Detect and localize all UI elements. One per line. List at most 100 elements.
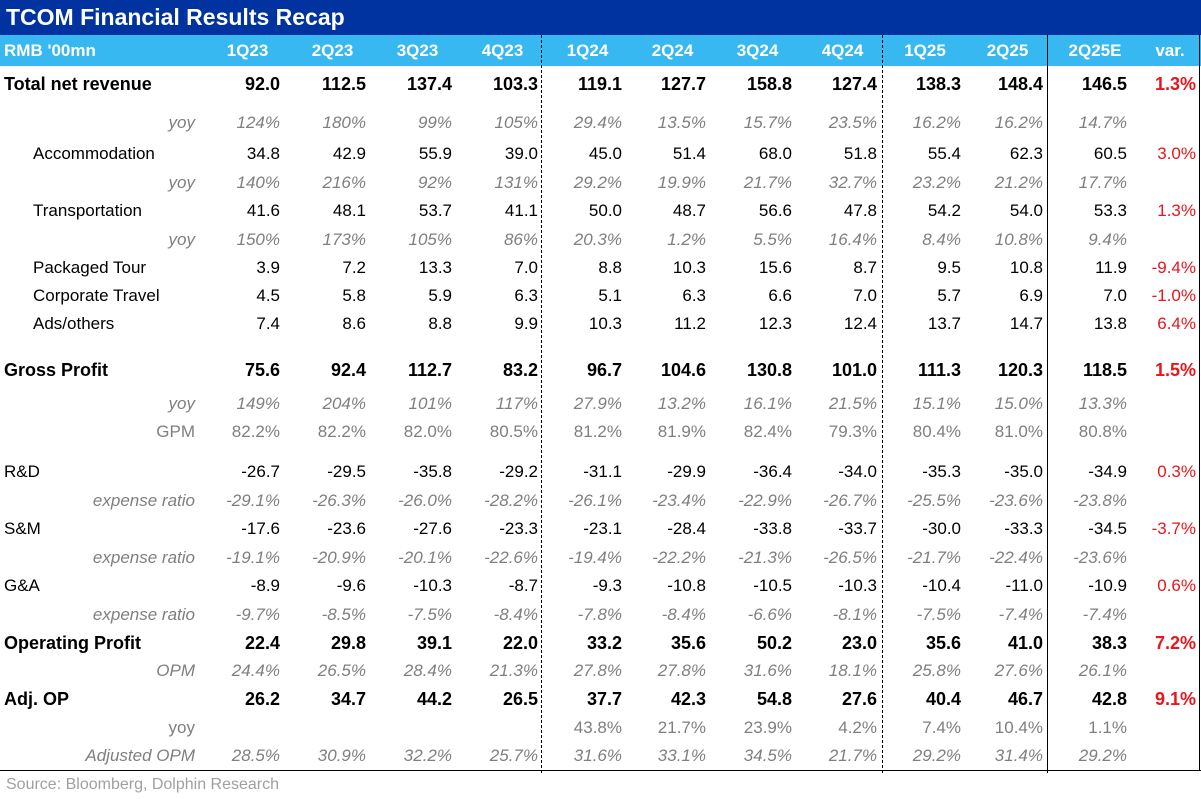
table-cell: 27.6 (841, 689, 877, 709)
table-cell: -23.8% (1073, 491, 1127, 510)
table-cell: 216% (322, 173, 366, 192)
table-bottom-border (0, 770, 1201, 771)
table-cell: 138.3 (915, 74, 961, 94)
table-cell: 6.3 (682, 286, 706, 305)
table-cell: -26.1% (568, 491, 622, 510)
table-cell: -20.1% (398, 548, 452, 567)
table-cell: -33.8 (753, 519, 792, 538)
row-label: Packaged Tour (33, 258, 147, 277)
table-cell: -10.5 (753, 576, 792, 595)
col-header-2q23: 2Q23 (311, 41, 354, 60)
table-cell: 1.1% (1088, 718, 1127, 737)
table-cell: -23.3 (499, 519, 538, 538)
table-cell: -7.4% (998, 605, 1043, 624)
table-cell: 8.7 (853, 258, 877, 277)
table-cell: 21.7% (828, 746, 877, 765)
table-cell: 131% (494, 173, 538, 192)
table-cell: 9.4% (1088, 230, 1127, 249)
row-label: Transportation (33, 201, 142, 220)
table-cell: 10.8% (994, 230, 1043, 249)
table-cell: -19.4% (568, 548, 622, 567)
table-cell: 13.7 (927, 314, 961, 333)
row-label: yoy (168, 113, 195, 132)
table-cell: 55.4 (927, 144, 961, 163)
row-label: OPM (156, 661, 195, 680)
table-cell: 26.5% (317, 661, 366, 680)
financial-table: Total net revenue 92.0 112.5 137.4 103.3 119.… (0, 35, 1201, 773)
table-cell: -34.5 (1088, 519, 1127, 538)
table-cell: -6.6% (747, 605, 792, 624)
row-label: yoy (168, 394, 195, 413)
table-cell: -19.1% (226, 548, 280, 567)
table-cell: 81.9% (657, 422, 706, 441)
row-label: yoy (168, 173, 195, 192)
table-cell: 5.1 (598, 286, 622, 305)
table-cell: 50.2 (756, 633, 792, 653)
row-label: Operating Profit (4, 633, 142, 653)
table-cell: 4.2% (838, 718, 877, 737)
table-cell: 80.5% (489, 422, 538, 441)
table-row: G&A -8.9 -9.6 -10.3 -8.7 -9.3 -10.8 -10.5 -10.3 -… (0, 572, 1201, 600)
table-cell: 11.9 (1095, 258, 1127, 277)
table-cell: 103.3 (492, 74, 538, 94)
col-header-2q25: 2Q25 (986, 41, 1029, 60)
table-cell: 150% (236, 230, 280, 249)
table-cell: 68.0 (758, 144, 792, 163)
table-cell: 148.4 (997, 74, 1043, 94)
table-cell: -25.5% (907, 491, 961, 510)
table-cell: 22.4 (244, 633, 280, 653)
variance-cell: -1.0% (1151, 286, 1196, 305)
table-cell: 43.8% (573, 718, 622, 737)
table-cell: 80.8% (1078, 422, 1127, 441)
variance-cell: -3.7% (1151, 519, 1196, 538)
table-cell: 54.0 (1009, 201, 1043, 220)
table-cell: 26.5 (502, 689, 538, 709)
table-cell: 23.0 (841, 633, 877, 653)
table-cell: 54.2 (927, 201, 961, 220)
table-cell: -7.8% (577, 605, 622, 624)
table-cell: -8.5% (321, 605, 366, 624)
table-cell: -26.5% (823, 548, 877, 567)
table-cell: 180% (322, 113, 366, 132)
table-cell: 81.0% (994, 422, 1043, 441)
table-cell: 38.3 (1091, 633, 1127, 653)
table-cell: 173% (322, 230, 366, 249)
table-cell: 21.7% (657, 718, 706, 737)
table-cell: -22.2% (652, 548, 706, 567)
table-row: Transportation 41.6 48.1 53.7 41.1 50.0 48.7 56… (0, 197, 1201, 225)
table-row: yoy 149% 204% 101% 117% 27.9% 13.2% 16.1% 21.5% 1… (0, 390, 1201, 418)
table-cell: 149% (236, 394, 280, 413)
row-label: Adjusted OPM (85, 746, 195, 765)
col-header-2q25e: 2Q25E (1068, 41, 1122, 60)
table-cell: 82.2% (317, 422, 366, 441)
row-label: yoy (168, 718, 195, 737)
table-cell: 28.4% (403, 661, 452, 680)
row-label: expense ratio (92, 605, 195, 624)
table-row: Corporate Travel 4.5 5.8 5.9 6.3 5.1 6.3 6.6 7.0… (0, 282, 1201, 310)
table-cell: 92.0 (244, 74, 280, 94)
table-cell: 54.8 (756, 689, 792, 709)
table-cell: 32.2% (403, 746, 452, 765)
table-cell: 146.5 (1081, 74, 1127, 94)
table-cell: 50.0 (588, 201, 622, 220)
table-cell: 55.9 (418, 144, 452, 163)
table-cell: 81.2% (573, 422, 622, 441)
table-cell: 111.3 (917, 360, 961, 380)
table-cell: 18.1% (828, 661, 877, 680)
table-cell: 27.8% (573, 661, 622, 680)
table-cell: 29.2% (912, 746, 961, 765)
table-cell: 16.2% (912, 113, 961, 132)
table-cell: 13.8 (1093, 314, 1127, 333)
table-cell: 30.9% (317, 746, 366, 765)
col-header-1q25: 1Q25 (904, 41, 946, 60)
table-cell: 21.7% (743, 173, 792, 192)
table-cell: -8.4% (493, 605, 538, 624)
table-row: R&D -26.7 -29.5 -35.8 -29.2 -31.1 -29.9 -36.4 -3… (0, 458, 1201, 486)
table-cell: 40.4 (925, 689, 961, 709)
table-cell: 23.2% (912, 173, 961, 192)
row-label: G&A (4, 576, 40, 595)
table-cell: 99% (417, 113, 452, 132)
table-cell: 127.4 (831, 74, 877, 94)
table-cell: 35.6 (670, 633, 706, 653)
table-row: OPM 24.4% 26.5% 28.4% 21.3% 27.8% 27.8% 31.6% 18… (0, 657, 1201, 685)
